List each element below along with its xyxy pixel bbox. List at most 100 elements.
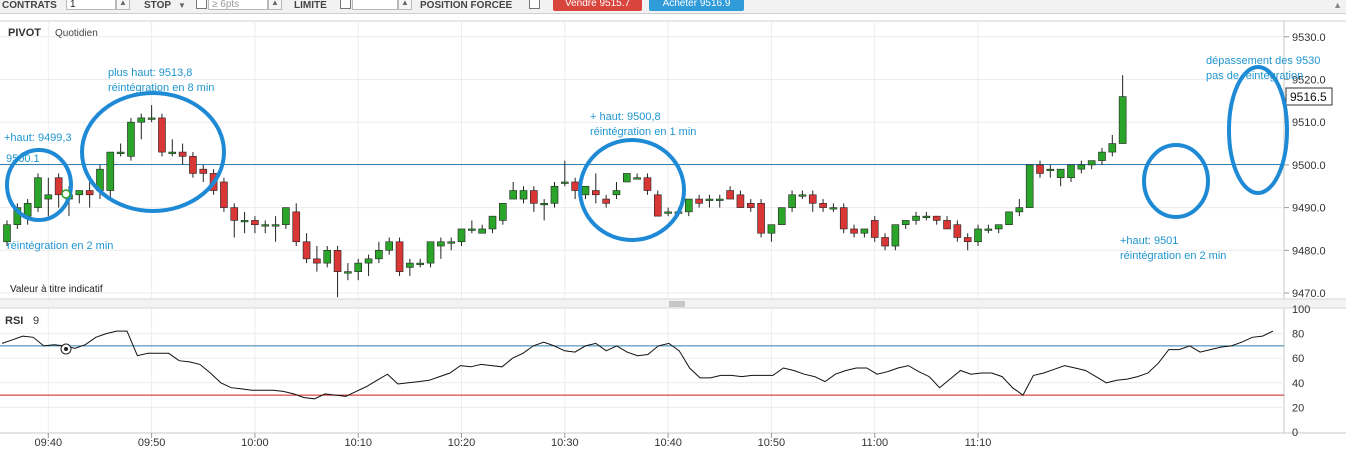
candle <box>530 186 538 212</box>
candle <box>963 233 972 251</box>
candle-body-up <box>1056 168 1065 179</box>
candle-body-up <box>1025 164 1034 208</box>
candle <box>1056 168 1065 187</box>
candle <box>230 203 239 238</box>
candle <box>437 237 445 259</box>
annotation-high-1: +haut: 9499,3 <box>4 132 72 144</box>
candle <box>953 220 962 242</box>
candle-body-down <box>726 190 734 200</box>
annotation-high-2: plus haut: 9513,8 <box>108 67 192 79</box>
limit-input[interactable] <box>352 0 398 10</box>
ellipse-high-1 <box>5 148 73 222</box>
limit-label: LIMITE <box>294 0 327 11</box>
annotation-reentry-1: réintégration en 2 min <box>7 240 113 252</box>
candle <box>220 177 228 212</box>
candle-body-down <box>158 117 166 153</box>
limit-stepper[interactable]: ▲ <box>398 0 412 10</box>
candle-body-up <box>777 207 786 225</box>
candle <box>178 143 187 165</box>
candle-body-down <box>54 177 63 196</box>
candle-body-down <box>302 241 311 260</box>
candle-body-up <box>715 198 724 201</box>
candle <box>168 139 177 157</box>
last-price-tag: 9516.5 <box>1285 87 1333 106</box>
candle <box>994 224 1003 234</box>
candle <box>468 220 476 234</box>
candle <box>158 113 166 157</box>
candle <box>622 173 631 183</box>
candle <box>261 220 270 234</box>
candle <box>488 215 497 234</box>
candle-body-down <box>695 198 703 204</box>
candle-body-down <box>530 190 538 204</box>
limit-checkbox[interactable] <box>340 0 351 9</box>
candle-body-up <box>457 228 466 243</box>
candle <box>664 207 672 217</box>
candle-body-up <box>75 190 84 196</box>
panel-scroll-icon[interactable]: ▲ <box>1333 0 1342 10</box>
candle <box>323 246 332 268</box>
time-tick-label: 10:00 <box>241 437 269 449</box>
candle-body-down <box>819 203 827 208</box>
candle-body-up <box>168 151 177 154</box>
rsi-layer <box>0 330 1284 400</box>
candle-body-up <box>147 117 156 120</box>
candle <box>375 241 383 264</box>
candle <box>3 220 11 247</box>
candle <box>364 254 373 276</box>
price-panel-title: PIVOT <box>8 27 41 39</box>
candle-body-up <box>406 262 414 268</box>
candle-body-up <box>684 198 693 213</box>
candle-body-up <box>860 228 869 234</box>
ellipse-high-2 <box>80 91 226 213</box>
candle-body-up <box>354 262 363 272</box>
candle-body-up <box>1077 164 1086 170</box>
candle-body-up <box>261 224 270 227</box>
candle-body-down <box>230 207 239 221</box>
candle-body-up <box>1005 211 1013 225</box>
candle-body-up <box>912 215 920 221</box>
candle-body-up <box>767 224 776 234</box>
time-tick-label: 11:10 <box>965 437 992 449</box>
candle <box>447 237 455 251</box>
candle-body-down <box>333 250 342 272</box>
contracts-input[interactable]: 1 <box>66 0 116 10</box>
sell-button[interactable]: Vendre 9515.7 <box>553 0 642 11</box>
candle <box>777 207 786 225</box>
stop-dropdown-icon[interactable]: ▼ <box>178 1 186 10</box>
candle <box>106 151 115 200</box>
candle <box>736 190 745 208</box>
candle <box>839 203 848 234</box>
candle <box>984 224 993 234</box>
contracts-stepper[interactable]: ▲ <box>116 0 130 10</box>
candle-body-up <box>922 215 931 218</box>
annotation-reentry-3: réintégration en 1 min <box>590 126 696 138</box>
candle <box>715 194 724 208</box>
stop-label: STOP <box>144 0 172 11</box>
price-marker-icon[interactable] <box>61 189 71 199</box>
candle <box>54 173 63 208</box>
candle <box>1087 160 1096 170</box>
buy-button[interactable]: Acheter 9516.9 <box>649 0 744 11</box>
candle-body-down <box>251 220 259 225</box>
forced-position-checkbox[interactable] <box>529 0 540 9</box>
candle-body-up <box>519 190 528 200</box>
candle-body-up <box>447 241 455 244</box>
splitter-grip-icon[interactable] <box>669 301 685 307</box>
candle <box>251 216 259 234</box>
candle <box>426 241 435 268</box>
candle-body-up <box>271 224 280 227</box>
candle <box>34 173 42 212</box>
stop-stepper[interactable]: ▲ <box>268 0 282 10</box>
disclaimer-text: Valeur à titre indicatif <box>10 284 103 295</box>
candle <box>333 246 342 298</box>
stop-input[interactable]: ≥ 6pts <box>208 0 268 10</box>
candle-body-down <box>839 207 848 230</box>
stop-checkbox[interactable] <box>196 0 207 9</box>
candle <box>1005 211 1013 225</box>
candle-body-up <box>509 190 517 200</box>
candle-body-up <box>705 198 714 201</box>
candle <box>767 224 776 242</box>
candle-body-up <box>23 203 32 217</box>
